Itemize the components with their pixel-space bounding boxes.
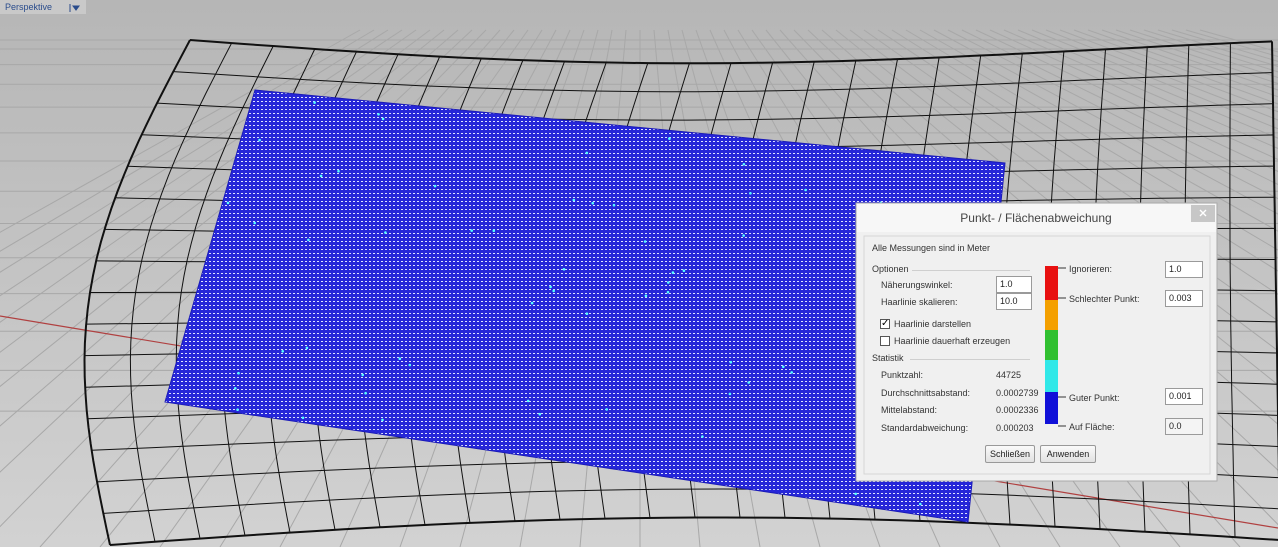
highlight-point	[531, 302, 534, 305]
text-input[interactable]: 1.0	[996, 276, 1032, 293]
highlight-point	[749, 192, 752, 195]
highlight-point	[470, 229, 473, 232]
highlight-point	[683, 269, 686, 272]
text-input[interactable]: 0.001	[1165, 388, 1203, 405]
separator	[910, 359, 1030, 360]
highlight-point	[384, 231, 387, 234]
separator	[912, 270, 1030, 271]
stat-label: Mittelabstand:	[881, 404, 937, 416]
highlight-point	[552, 290, 555, 293]
checkbox[interactable]	[880, 336, 890, 346]
highlight-point	[539, 413, 542, 416]
apply-button[interactable]: Anwenden	[1040, 445, 1096, 463]
text-input[interactable]: 0.0	[1165, 418, 1203, 435]
highlight-point	[586, 152, 589, 155]
highlight-point	[307, 239, 310, 242]
highlight-point	[613, 204, 616, 207]
legend-label: Guter Punkt:	[1069, 392, 1120, 404]
highlight-point	[804, 189, 807, 192]
section-heading: Statistik	[872, 352, 904, 364]
close-dialog-button[interactable]: Schließen	[985, 445, 1035, 463]
highlight-point	[549, 286, 552, 289]
section-heading: Optionen	[872, 263, 909, 275]
stat-label: Durchschnittsabstand:	[881, 387, 970, 399]
highlight-point	[743, 163, 746, 166]
highlight-point	[527, 400, 530, 403]
highlight-point	[409, 364, 412, 367]
highlight-point	[782, 366, 785, 369]
highlight-point	[381, 419, 384, 422]
highlight-point	[645, 295, 648, 298]
legend-label: Schlechter Punkt:	[1069, 293, 1140, 305]
highlight-point	[729, 393, 732, 396]
viewport-label[interactable]: Perspektive	[5, 2, 52, 12]
highlight-point	[227, 202, 230, 205]
highlight-point	[337, 170, 340, 173]
highlight-point	[434, 185, 437, 188]
checkbox-label: Haarlinie dauerhaft erzeugen	[894, 335, 1010, 347]
text-input[interactable]: 1.0	[1165, 261, 1203, 278]
highlight-point	[605, 408, 608, 411]
text-input[interactable]: 10.0	[996, 293, 1032, 310]
highlight-point	[742, 234, 745, 237]
highlight-point	[701, 435, 704, 438]
highlight-point	[236, 408, 239, 411]
highlight-point	[281, 350, 284, 353]
highlight-point	[493, 229, 496, 232]
legend-label: Ignorieren:	[1069, 263, 1112, 275]
scale-blue	[1045, 392, 1058, 424]
highlight-point	[790, 371, 793, 374]
stat-value: 0.0002336	[996, 404, 1039, 416]
highlight-point	[237, 372, 240, 375]
highlight-point	[644, 240, 647, 243]
highlight-point	[399, 357, 402, 360]
highlight-point	[667, 281, 670, 284]
highlight-point	[730, 361, 733, 364]
scale-cyan	[1045, 360, 1058, 392]
highlight-point	[586, 312, 589, 315]
checkbox-label: Haarlinie darstellen	[894, 318, 971, 330]
highlight-point	[306, 347, 309, 350]
highlight-point	[258, 139, 261, 142]
stat-label: Standardabweichung:	[881, 422, 968, 434]
stat-label: Punktzahl:	[881, 369, 923, 381]
highlight-point	[253, 222, 256, 225]
highlight-point	[361, 374, 364, 377]
legend-label: Auf Fläche:	[1069, 421, 1115, 433]
dialog-title: Punkt- / Flächenabweichung	[960, 211, 1111, 225]
field-label: Haarlinie skalieren:	[881, 296, 958, 308]
scale-green	[1045, 330, 1058, 360]
scale-orange	[1045, 300, 1058, 330]
checkbox[interactable]: ✓	[880, 319, 890, 329]
field-label: Näherungswinkel:	[881, 279, 953, 291]
highlight-point	[377, 113, 380, 116]
page: Perspektive Punkt- / Flächenabweichung A…	[0, 0, 1278, 547]
highlight-point	[563, 268, 566, 271]
stat-value: 0.000203	[996, 422, 1034, 434]
highlight-point	[302, 417, 305, 420]
scale-red	[1045, 266, 1058, 300]
text-input[interactable]: 0.003	[1165, 290, 1203, 307]
highlight-point	[573, 199, 576, 202]
highlight-point	[747, 381, 750, 384]
stat-value: 0.0002739	[996, 387, 1039, 399]
highlight-point	[320, 175, 323, 178]
note: Alle Messungen sind in Meter	[872, 242, 990, 254]
highlight-point	[667, 291, 670, 294]
highlight-point	[364, 392, 367, 395]
highlight-point	[854, 493, 857, 496]
highlight-point	[313, 101, 316, 104]
highlight-point	[672, 271, 675, 274]
highlight-point	[234, 387, 237, 390]
highlight-point	[382, 118, 385, 121]
highlight-point	[668, 137, 671, 140]
highlight-point	[591, 202, 594, 205]
highlight-point	[919, 503, 922, 506]
stat-value: 44725	[996, 369, 1021, 381]
